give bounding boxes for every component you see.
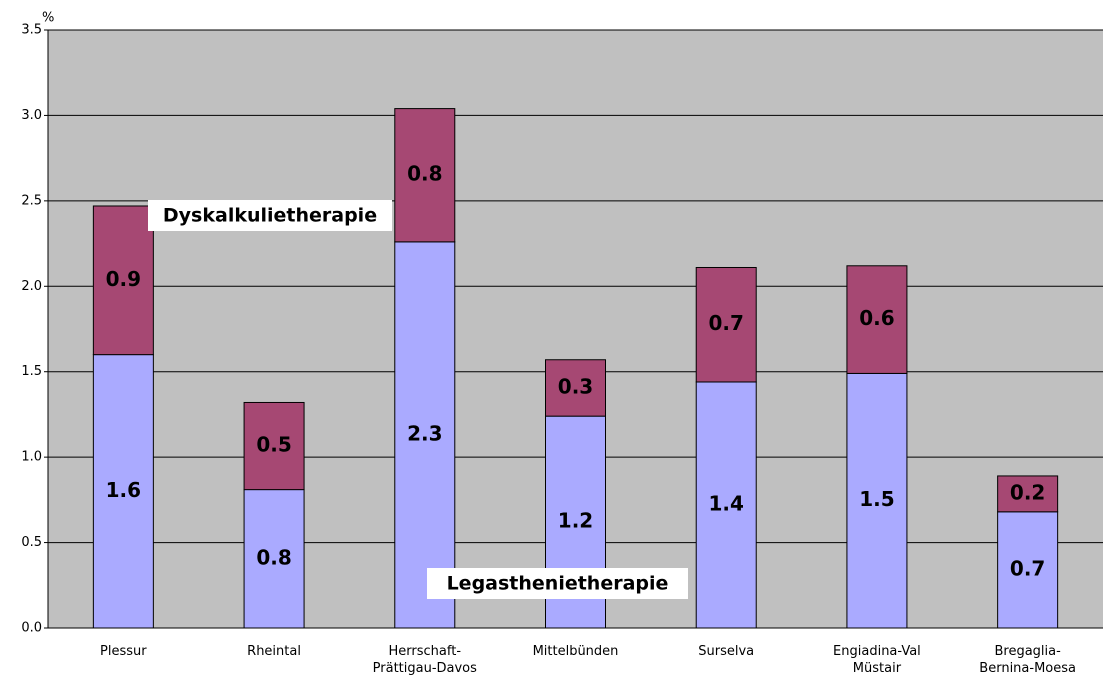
x-tick-label: Mittelbünden (532, 644, 619, 659)
x-tick-label: Plessur (100, 644, 147, 659)
data-label: 0.3 (558, 374, 593, 398)
data-label: 1.5 (859, 487, 894, 511)
data-label: 1.4 (708, 491, 743, 515)
bar-segment (695, 266, 757, 383)
bar-segment (394, 241, 456, 629)
data-label: 0.6 (859, 306, 894, 330)
y-tick-label: 3.5 (21, 23, 42, 38)
x-tick-label: Engiadina-Val Müstair (833, 644, 921, 676)
data-label: 0.2 (1010, 480, 1045, 504)
bar-segment (695, 381, 757, 629)
bar-segment (243, 489, 305, 629)
data-label: 1.2 (558, 509, 593, 533)
x-tick-label: Herrschaft- Prättigau-Davos (372, 644, 477, 676)
data-label: 0.8 (407, 162, 442, 186)
y-tick-label: 1.0 (21, 450, 42, 465)
y-tick-label: 0.5 (21, 535, 42, 550)
bar-segment (92, 205, 154, 356)
y-tick-label: 1.5 (21, 364, 42, 379)
x-tick-label: Bregaglia- Bernina-Moesa (979, 644, 1076, 676)
y-axis-label: % (42, 11, 54, 26)
bar-segment (846, 265, 908, 374)
bar-segment (846, 372, 908, 629)
bar-segment (92, 354, 154, 629)
bar-segment (243, 401, 305, 491)
data-label: 0.5 (256, 433, 291, 457)
y-tick-label: 2.5 (21, 193, 42, 208)
data-label: 0.7 (1010, 556, 1045, 580)
data-label: 2.3 (407, 421, 442, 445)
bar-segment (997, 511, 1059, 629)
y-tick-label: 0.0 (21, 621, 42, 636)
series-label-box (148, 200, 392, 231)
bar-segment (394, 108, 456, 243)
x-tick-label: Rheintal (247, 644, 301, 659)
data-label: 0.8 (256, 545, 291, 569)
y-tick-label: 3.0 (21, 108, 42, 123)
y-tick-label: 2.0 (21, 279, 42, 294)
bar-segment (545, 359, 606, 417)
data-label: 0.9 (106, 267, 141, 291)
series-label: Dyskalkulietherapie (163, 205, 377, 227)
bar-segment (997, 475, 1059, 513)
data-label: 0.7 (708, 311, 743, 335)
x-tick-label: Surselva (698, 644, 755, 659)
series-label-box (427, 568, 688, 599)
data-label: 1.6 (106, 478, 141, 502)
series-label: Legasthenietherapie (447, 573, 669, 595)
